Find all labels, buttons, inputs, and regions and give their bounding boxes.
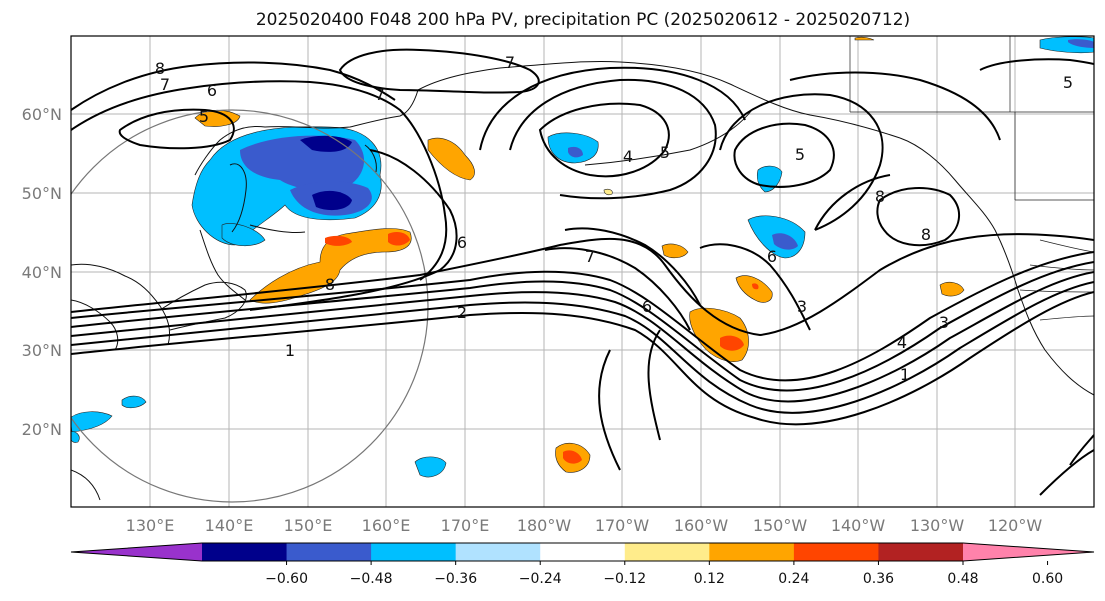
lon-label: 150°W — [753, 516, 808, 535]
lon-label: 160°W — [674, 516, 729, 535]
contour-label: 3 — [797, 297, 807, 316]
contour-label: 5 — [199, 107, 209, 126]
lon-label: 140°E — [205, 516, 254, 535]
colorbar-tick-label: −0.48 — [350, 571, 393, 587]
lat-label: 60°N — [22, 105, 62, 124]
contour-label: 5 — [795, 145, 805, 164]
colorbar-segment — [878, 543, 964, 561]
pv-contours — [71, 48, 1094, 496]
contour-label: 6 — [642, 297, 652, 316]
figure-title: 2025020400 F048 200 hPa PV, precipitatio… — [256, 10, 910, 30]
colorbar-tick-label: 0.60 — [1032, 571, 1063, 587]
contour-label: 8 — [875, 187, 885, 206]
colorbar-extend-high — [963, 543, 1094, 561]
region-circle — [71, 109, 429, 503]
colorbar-tick-label: 0.24 — [778, 571, 809, 587]
lat-label: 50°N — [22, 184, 62, 203]
colorbar: −0.60 −0.48 −0.36 −0.24 −0.12 0.12 0.24 0.36 0.4… — [70, 542, 1095, 587]
colorbar-tick-label: −0.24 — [519, 571, 562, 587]
lon-label: 150°E — [284, 516, 333, 535]
colorbar-outline — [70, 542, 1095, 562]
lon-label: 160°E — [362, 516, 411, 535]
lat-label: 20°N — [22, 420, 62, 439]
contour-label: 5 — [1063, 73, 1073, 92]
contour-label: 3 — [939, 313, 949, 332]
lon-label: 130°W — [910, 516, 965, 535]
contour-label: 8 — [155, 59, 165, 78]
contour-label: 4 — [897, 333, 907, 352]
lat-label: 40°N — [22, 263, 62, 282]
colorbar-tick-label: 0.36 — [863, 571, 894, 587]
colorbar-segment — [793, 543, 879, 561]
precip-shading — [71, 36, 1094, 478]
lat-label: 30°N — [22, 341, 62, 360]
lon-label: 130°E — [126, 516, 175, 535]
lon-label: 140°W — [831, 516, 886, 535]
contour-label: 7 — [505, 53, 515, 72]
contour-label: 7 — [160, 75, 170, 94]
colorbar-segment — [286, 543, 372, 561]
colorbar-tick-label: 0.48 — [947, 571, 978, 587]
lon-label: 170°W — [595, 516, 650, 535]
contour-label: 8 — [921, 225, 931, 244]
lon-label: 120°W — [988, 516, 1043, 535]
contour-label: 7 — [375, 85, 385, 104]
colorbar-segment — [709, 543, 795, 561]
contour-label: 7 — [585, 247, 595, 266]
contour-label: 6 — [767, 247, 777, 266]
contour-label: 5 — [660, 143, 670, 162]
colorbar-segment — [371, 543, 457, 561]
coastlines — [71, 61, 1094, 501]
colorbar-tick-label: −0.60 — [265, 571, 308, 587]
lon-label: 170°E — [441, 516, 490, 535]
colorbar-extend-low — [71, 543, 202, 561]
map-layers — [71, 36, 1094, 507]
colorbar-segment — [202, 543, 288, 561]
colorbar-segment — [540, 543, 626, 561]
contour-label: 6 — [457, 233, 467, 252]
contour-label: 6 — [207, 81, 217, 100]
contour-label: 1 — [900, 365, 910, 384]
colorbar-segment — [455, 543, 541, 561]
colorbar-tick-label: −0.36 — [434, 571, 477, 587]
colorbar-segment — [624, 543, 710, 561]
contour-label: 4 — [623, 147, 633, 166]
contour-label: 8 — [325, 275, 335, 294]
contour-label: 1 — [285, 341, 295, 360]
colorbar-tick-label: −0.12 — [603, 571, 646, 587]
contour-labels: 8 7 6 5 7 7 4 5 5 8 8 6 7 6 6 5 3 4 3 8 … — [155, 53, 1073, 384]
latitude-labels: 60°N 50°N 40°N 30°N 20°N — [22, 105, 62, 439]
longitude-labels: 130°E 140°E 150°E 160°E 170°E 180°W 170°… — [126, 516, 1043, 535]
map-frame — [70, 35, 1095, 508]
lon-label: 180°W — [517, 516, 572, 535]
colorbar-tick-label: 0.12 — [694, 571, 725, 587]
contour-label: 2 — [457, 303, 467, 322]
